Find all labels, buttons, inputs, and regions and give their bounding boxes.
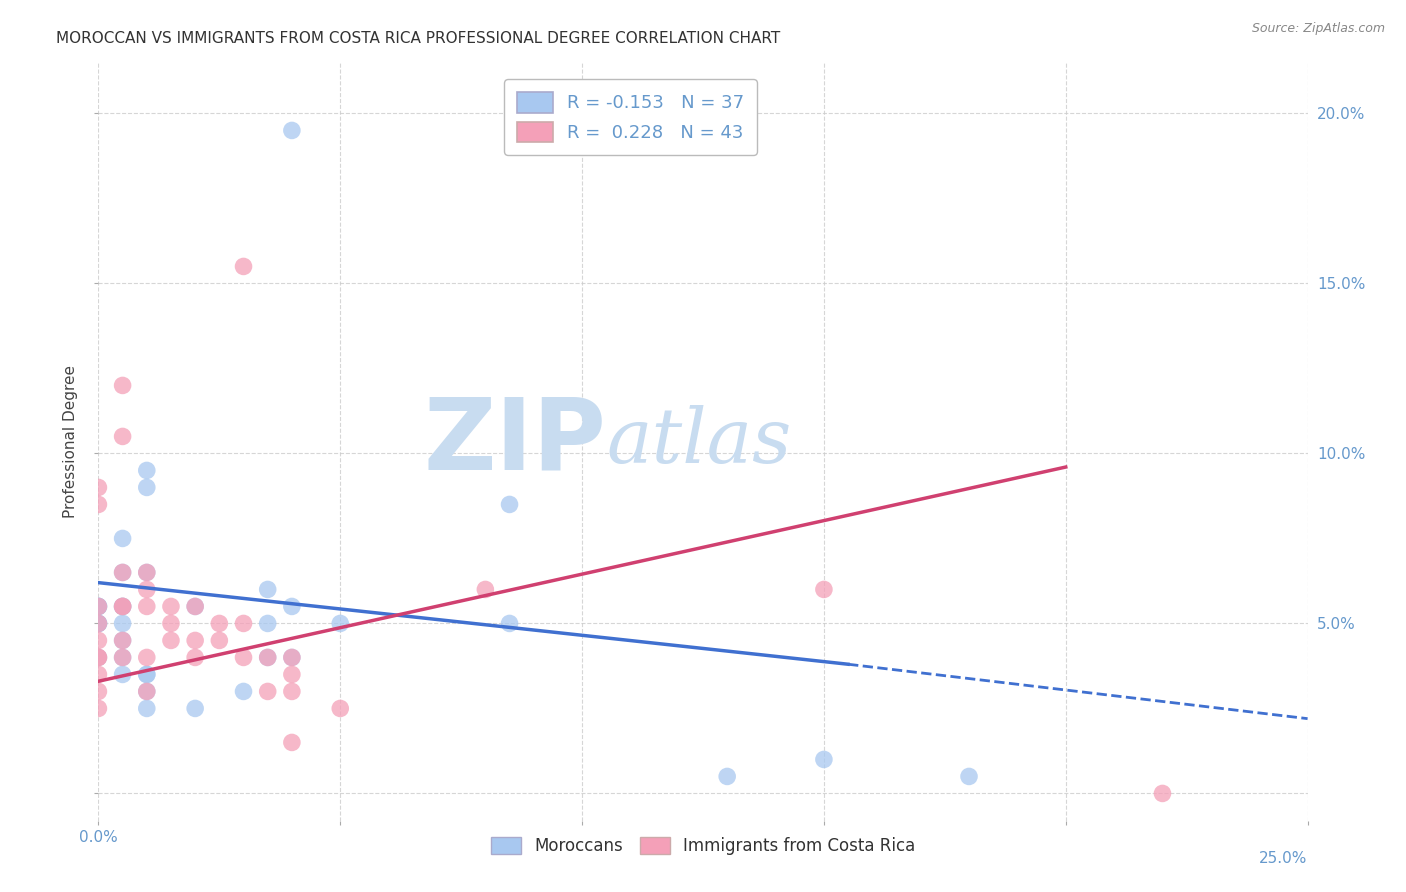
Point — [184, 599, 207, 614]
Text: ZIP: ZIP — [423, 393, 606, 490]
Point — [813, 752, 835, 766]
Point — [813, 582, 835, 597]
Point — [957, 769, 980, 783]
Point — [498, 498, 520, 512]
Point — [160, 633, 183, 648]
Point — [474, 582, 496, 597]
Point — [87, 599, 110, 614]
Point — [232, 650, 254, 665]
Point — [256, 582, 278, 597]
Point — [87, 650, 110, 665]
Point — [87, 667, 110, 681]
Point — [87, 616, 110, 631]
Point — [111, 633, 134, 648]
Point — [135, 684, 157, 698]
Point — [160, 599, 183, 614]
Point — [135, 667, 157, 681]
Point — [111, 378, 134, 392]
Point — [111, 599, 134, 614]
Point — [87, 616, 110, 631]
Point — [111, 650, 134, 665]
Point — [135, 463, 157, 477]
Point — [329, 701, 352, 715]
Point — [135, 701, 157, 715]
Point — [184, 633, 207, 648]
Point — [111, 667, 134, 681]
Point — [135, 667, 157, 681]
Text: 25.0%: 25.0% — [1260, 851, 1308, 866]
Point — [87, 650, 110, 665]
Point — [256, 684, 278, 698]
Point — [281, 667, 304, 681]
Point — [232, 684, 254, 698]
Point — [716, 769, 738, 783]
Point — [111, 429, 134, 443]
Point — [256, 616, 278, 631]
Point — [87, 701, 110, 715]
Point — [111, 616, 134, 631]
Point — [111, 532, 134, 546]
Point — [87, 498, 110, 512]
Point — [111, 599, 134, 614]
Point — [160, 616, 183, 631]
Point — [135, 650, 157, 665]
Point — [87, 599, 110, 614]
Point — [208, 633, 231, 648]
Point — [111, 650, 134, 665]
Point — [281, 599, 304, 614]
Text: MOROCCAN VS IMMIGRANTS FROM COSTA RICA PROFESSIONAL DEGREE CORRELATION CHART: MOROCCAN VS IMMIGRANTS FROM COSTA RICA P… — [56, 31, 780, 46]
Point — [208, 616, 231, 631]
Point — [87, 616, 110, 631]
Point — [87, 616, 110, 631]
Point — [135, 566, 157, 580]
Point — [184, 599, 207, 614]
Point — [87, 480, 110, 494]
Text: Source: ZipAtlas.com: Source: ZipAtlas.com — [1251, 22, 1385, 36]
Point — [184, 650, 207, 665]
Point — [232, 260, 254, 274]
Point — [184, 701, 207, 715]
Point — [111, 566, 134, 580]
Text: atlas: atlas — [606, 405, 792, 478]
Y-axis label: Professional Degree: Professional Degree — [63, 365, 79, 518]
Point — [111, 633, 134, 648]
Point — [281, 735, 304, 749]
Point — [281, 650, 304, 665]
Point — [256, 650, 278, 665]
Point — [135, 566, 157, 580]
Point — [87, 599, 110, 614]
Point — [87, 599, 110, 614]
Point — [329, 616, 352, 631]
Point — [1152, 787, 1174, 801]
Point — [281, 123, 304, 137]
Point — [232, 616, 254, 631]
Point — [87, 684, 110, 698]
Point — [281, 650, 304, 665]
Point — [111, 566, 134, 580]
Point — [111, 599, 134, 614]
Point — [135, 599, 157, 614]
Point — [87, 633, 110, 648]
Point — [111, 599, 134, 614]
Legend: Moroccans, Immigrants from Costa Rica: Moroccans, Immigrants from Costa Rica — [484, 830, 922, 862]
Point — [135, 582, 157, 597]
Point — [256, 650, 278, 665]
Point — [135, 480, 157, 494]
Point — [498, 616, 520, 631]
Point — [281, 684, 304, 698]
Point — [87, 650, 110, 665]
Point — [135, 684, 157, 698]
